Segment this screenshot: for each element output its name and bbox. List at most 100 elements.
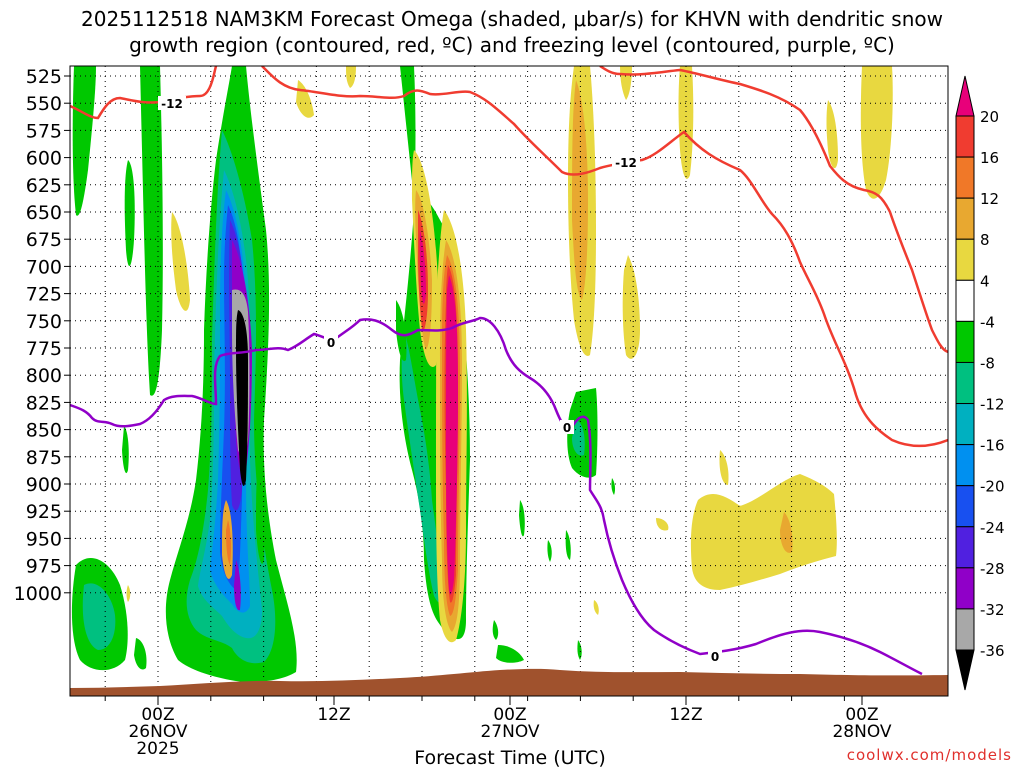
y-tick-label: 775 xyxy=(26,338,62,360)
colorbar-swatch xyxy=(955,238,975,281)
x-tick-label: 12Z xyxy=(317,705,350,725)
colorbar-label: -24 xyxy=(980,519,1005,537)
y-tick-label: 1000 xyxy=(14,583,62,605)
colorbar-swatch xyxy=(955,361,975,405)
grid-lines xyxy=(70,66,948,696)
y-axis: 525 550 575 600 625 650 675 700 725 750 775 800 825 8… xyxy=(14,66,70,605)
omega-region-teal xyxy=(572,420,585,456)
colorbar: 20 16 12 8 4 -4 -8 -12 -16 -20 -24 -28 -32 -36 xyxy=(955,75,1005,691)
colorbar-label: -32 xyxy=(980,601,1005,619)
purple-contour-label: 0 xyxy=(327,336,335,350)
chart-title-line-1: 2025112518 NAM3KM Forecast Omega (shaded… xyxy=(81,7,943,31)
colorbar-label: -28 xyxy=(980,560,1005,578)
colorbar-swatch xyxy=(955,649,975,691)
colorbar-label: 16 xyxy=(980,149,999,167)
y-tick-label: 525 xyxy=(26,66,62,88)
colorbar-swatch xyxy=(955,279,975,322)
chart-title-line-2: growth region (contoured, red, ºC) and f… xyxy=(129,33,895,57)
colorbar-label: 4 xyxy=(980,272,990,290)
omega-region-green xyxy=(256,470,265,564)
y-tick-label: 700 xyxy=(26,256,62,278)
omega-region-green xyxy=(492,620,499,640)
terrain-ground xyxy=(70,668,948,696)
omega-region-orange xyxy=(572,80,588,300)
x-tick-label: 00Z xyxy=(845,705,878,725)
colorbar-label: -20 xyxy=(980,478,1005,496)
y-tick-label: 725 xyxy=(26,284,62,306)
y-tick-label: 975 xyxy=(26,556,62,578)
omega-region-magenta xyxy=(446,275,458,595)
colorbar-swatch xyxy=(955,75,975,117)
omega-region-darkorange xyxy=(226,520,232,565)
y-tick-label: 800 xyxy=(26,365,62,387)
omega-region-yellow xyxy=(860,66,893,199)
y-tick-label: 550 xyxy=(26,93,62,115)
red-contour-dendritic-upper xyxy=(70,66,218,120)
x-tick-label: 00Z xyxy=(493,705,526,725)
y-tick-label: 875 xyxy=(26,447,62,469)
omega-region-yellow xyxy=(346,66,356,88)
purple-contour-label: 0 xyxy=(711,650,719,664)
omega-region-magenta xyxy=(419,230,426,304)
colorbar-swatch xyxy=(955,403,975,446)
colorbar-label: -8 xyxy=(980,354,995,372)
omega-region-yellow xyxy=(719,450,729,485)
plot-frame xyxy=(69,65,949,697)
x-tick-label: 2025 xyxy=(136,739,179,759)
y-tick-label: 675 xyxy=(26,229,62,251)
colorbar-swatch xyxy=(955,444,975,487)
omega-region-green xyxy=(140,66,163,396)
omega-region-green xyxy=(134,638,147,670)
colorbar-label: 20 xyxy=(980,108,999,126)
colorbar-label: 12 xyxy=(980,190,999,208)
omega-region-black xyxy=(236,310,248,486)
purple-contour-freezing-level xyxy=(70,316,923,676)
red-contour-dendritic-right xyxy=(599,66,948,354)
plot-area: -12 -12 0 0 0 xyxy=(70,66,948,696)
x-tick-label: 27NOV xyxy=(480,722,539,742)
colorbar-label: 8 xyxy=(980,231,990,249)
omega-region-green xyxy=(396,300,407,362)
omega-region-green xyxy=(547,540,552,562)
y-tick-label: 625 xyxy=(26,175,62,197)
x-tick-label: 00Z xyxy=(141,705,174,725)
omega-region-green xyxy=(577,640,582,660)
colorbar-swatch xyxy=(955,567,975,610)
y-tick-label: 850 xyxy=(26,420,62,442)
omega-region-yellow xyxy=(171,212,190,311)
omega-region-yellow xyxy=(690,474,837,590)
omega-region-yellow xyxy=(826,100,838,169)
omega-region-orange xyxy=(780,512,793,553)
omega-region-yellow xyxy=(656,518,669,531)
x-axis-label: Forecast Time (UTC) xyxy=(414,747,605,768)
colorbar-swatch xyxy=(955,156,975,199)
omega-region-teal xyxy=(82,583,116,650)
omega-region-green xyxy=(496,645,524,663)
omega-region-green xyxy=(122,426,129,474)
y-tick-label: 900 xyxy=(26,474,62,496)
y-tick-label: 825 xyxy=(26,392,62,414)
colorbar-label: -36 xyxy=(980,642,1005,660)
x-tick-label: 28NOV xyxy=(832,722,891,742)
y-tick-label: 650 xyxy=(26,202,62,224)
x-tick-label: 12Z xyxy=(669,705,702,725)
y-tick-label: 600 xyxy=(26,148,62,170)
omega-region-green xyxy=(565,530,571,560)
x-tick-label: 26NOV xyxy=(128,722,187,742)
omega-region-yellow xyxy=(678,66,694,179)
colorbar-swatch xyxy=(955,485,975,528)
omega-region-yellow xyxy=(593,600,599,615)
colorbar-label: -12 xyxy=(980,396,1005,414)
omega-region-green xyxy=(519,500,525,537)
omega-region-purple xyxy=(234,560,241,611)
y-tick-label: 925 xyxy=(26,501,62,523)
watermark: coolwx.com/models xyxy=(847,746,1012,764)
y-tick-label: 575 xyxy=(26,120,62,142)
omega-region-teal xyxy=(401,330,445,604)
colorbar-label: -4 xyxy=(980,313,995,331)
omega-region-yellow xyxy=(126,585,131,602)
colorbar-swatch xyxy=(955,197,975,240)
purple-contour-label: 0 xyxy=(563,421,571,435)
